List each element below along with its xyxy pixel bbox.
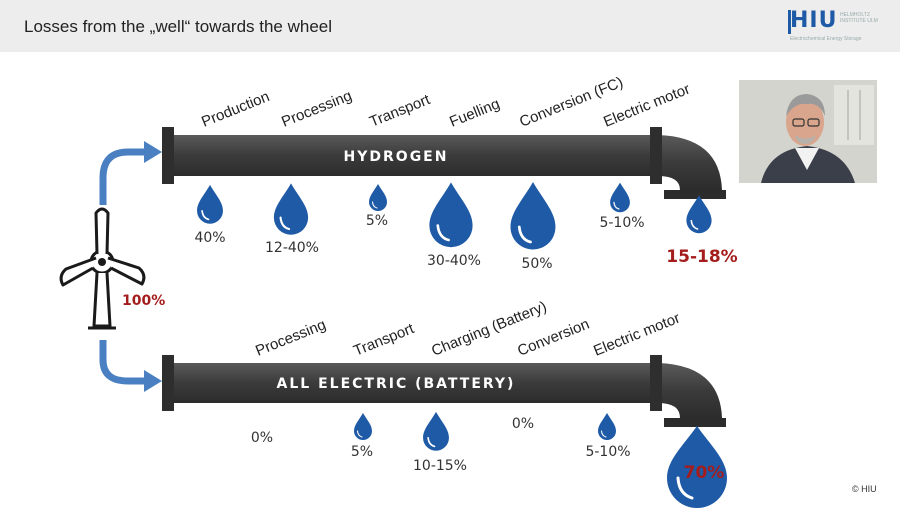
hydrogen-drop-production (197, 184, 223, 224)
slide-title: Losses from the „well“ towards the wheel (24, 17, 333, 36)
wind-turbine-icon (59, 207, 146, 330)
electric-pipe-label: ALL ELECTRIC (BATTERY) (277, 376, 516, 392)
hiu-logo: HIU HELMHOLTZ INSTITUTE ULM Electrochemi… (786, 6, 886, 46)
logo-subtitle: HELMHOLTZ INSTITUTE ULM (840, 12, 878, 24)
electric-loss-value: 0% (512, 416, 534, 432)
logo-tagline: Electrochemical Energy Storage (790, 36, 862, 42)
hydrogen-drop-electric-motor (610, 182, 630, 213)
electric-loss-value: 5% (351, 444, 373, 460)
copyright: © HIU (852, 484, 877, 494)
logo-bar (788, 10, 791, 34)
hydrogen-pipe-label: HYDROGEN (344, 149, 449, 165)
hydrogen-stage-label: Fuelling (447, 95, 502, 130)
electric-result-drop (667, 426, 727, 508)
source-percent: 100% (122, 293, 165, 309)
flow-arrow-down (99, 340, 162, 392)
hydrogen-loss-value: 5% (366, 213, 388, 229)
electric-drop-charging (423, 411, 449, 451)
hydrogen-loss-value: 30-40% (427, 253, 481, 269)
presenter-video (739, 80, 877, 183)
hydrogen-stage-label: Transport (367, 91, 433, 131)
hydrogen-drop-fuelling (429, 182, 473, 248)
hydrogen-drop-transport (369, 184, 387, 211)
flow-arrow-up (99, 141, 162, 205)
electric-loss-value: 5-10% (585, 444, 630, 460)
hydrogen-result: 15-18% (666, 247, 737, 267)
title-bar (0, 0, 900, 52)
hydrogen-stage-label: Processing (279, 87, 354, 131)
hydrogen-loss-value: 5-10% (599, 215, 644, 231)
electric-pipe (162, 355, 726, 427)
electric-result: 70% (684, 463, 725, 483)
electric-stage-label: Transport (351, 320, 417, 360)
hydrogen-result-drop (686, 195, 712, 234)
hydrogen-drop-processing (273, 183, 309, 235)
electric-loss-value: 10-15% (413, 458, 467, 474)
electric-stage-label: Electric motor (591, 310, 682, 360)
hydrogen-loss-value: 12-40% (265, 240, 319, 256)
hydrogen-stage-label: Production (199, 88, 272, 131)
hydrogen-pipe (162, 127, 726, 199)
electric-loss-value: 0% (251, 430, 273, 446)
hydrogen-loss-value: 40% (194, 230, 225, 246)
logo-mark: HIU (790, 8, 838, 33)
electric-drop-transport (354, 413, 372, 440)
presenter-image (739, 80, 877, 183)
electric-stage-label: Processing (253, 316, 328, 360)
hydrogen-loss-value: 50% (521, 256, 552, 272)
electric-drop-electric-motor (598, 413, 616, 440)
hydrogen-drop-conversion (510, 182, 556, 250)
